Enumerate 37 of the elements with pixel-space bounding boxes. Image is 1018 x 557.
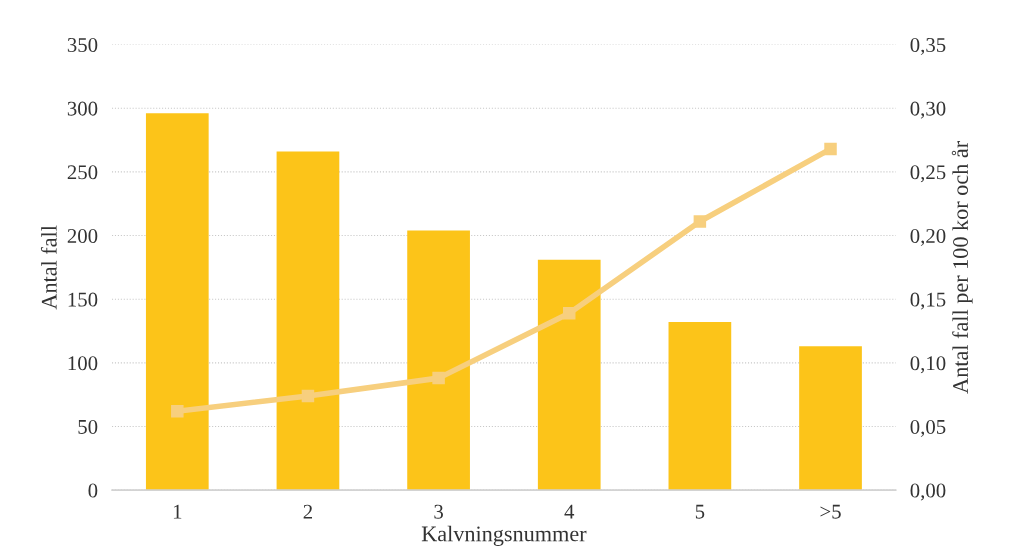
x-tick-label: >5 [820, 504, 841, 519]
y2-tick-label: 0,00 [910, 483, 946, 501]
y-axis-title: Antal fall [40, 225, 57, 310]
x-tick-label: 4 [564, 504, 575, 519]
bar [145, 113, 209, 491]
y2-tick-label: 0,15 [910, 292, 946, 310]
point [562, 306, 576, 320]
x-tick-label: 2 [303, 504, 312, 519]
bar [668, 322, 732, 491]
bar [537, 259, 601, 491]
point [171, 404, 184, 418]
y-tick-label: 50 [78, 419, 98, 434]
point [824, 142, 837, 156]
x-tick-label: 5 [695, 504, 705, 519]
x-tick-label: 3 [434, 504, 443, 519]
y2-tick-label: 0,25 [910, 165, 946, 183]
y-tick-label: 250 [67, 165, 98, 180]
y2-axis-title: Antal fall per 100 kor och år [951, 141, 973, 394]
y-tick-label: 350 [67, 37, 98, 52]
x-tick-label: 1 [173, 504, 182, 519]
y-tick-label: 300 [67, 101, 98, 116]
y2-tick-label: 0,35 [910, 37, 946, 55]
y2-tick-label: 0,05 [910, 419, 946, 437]
y2-tick-label: 0,30 [910, 101, 946, 119]
point [301, 389, 315, 403]
y2-tick-label: 0,20 [910, 228, 946, 246]
point [432, 371, 445, 385]
bar [276, 151, 340, 491]
y-tick-label: 150 [68, 292, 98, 307]
y-tick-label: 100 [68, 356, 98, 371]
x-axis-title: Kalvningsnummer [421, 525, 587, 546]
bar [799, 346, 862, 491]
y-tick-label: 200 [67, 228, 98, 243]
y-tick-label: 0 [88, 483, 98, 498]
y2-tick-label: 0,10 [910, 356, 946, 374]
bar [407, 230, 470, 491]
point [693, 215, 707, 228]
